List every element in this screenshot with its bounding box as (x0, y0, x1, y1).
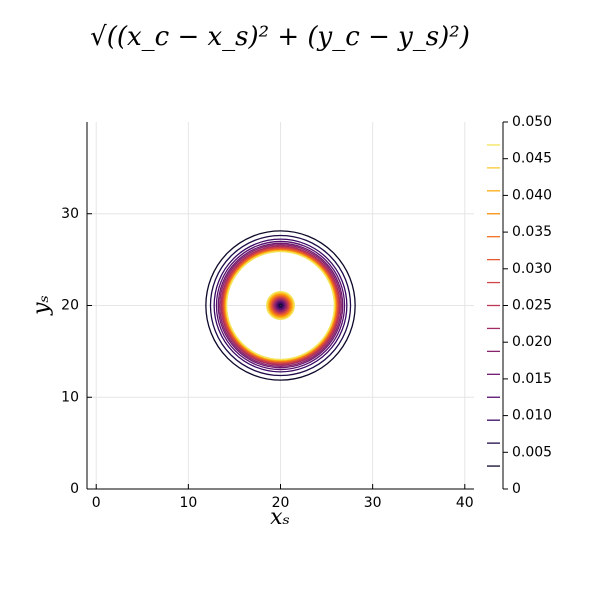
chart-title: √((x_c − x_s)² + (y_c − y_s)²) (90, 22, 470, 52)
contour-line (276, 301, 285, 310)
contour-line (273, 298, 288, 313)
contour-line (215, 240, 346, 371)
contour-line (222, 247, 339, 364)
y-tick-label: 20 (61, 298, 79, 314)
colorbar-tick-label: 0.025 (512, 298, 552, 314)
colorbar-tick-label: 0.030 (512, 261, 552, 277)
contour-line (274, 299, 287, 312)
contour-line (266, 291, 295, 320)
contour-line (217, 242, 344, 369)
x-tick-label: 20 (272, 495, 290, 511)
contour-line (269, 294, 292, 317)
contour-line (278, 303, 283, 308)
contour-line (220, 245, 341, 366)
colorbar-tick-label: 0.035 (512, 224, 552, 240)
y-axis-label: yₛ (29, 295, 54, 316)
colorbar-tick-label: 0.015 (512, 371, 552, 387)
colorbar-tick-label: 0.050 (512, 114, 552, 130)
contour-line (267, 292, 294, 319)
contour-line (209, 234, 352, 377)
colorbar-tick-label: 0.010 (512, 408, 552, 424)
x-tick-label: 0 (92, 495, 101, 511)
y-tick-label: 0 (70, 481, 79, 497)
x-tick-label: 30 (364, 495, 382, 511)
x-tick-label: 10 (179, 495, 197, 511)
colorbar-tick-label: 0.020 (512, 334, 552, 350)
colorbar-tick-label: 0.005 (512, 444, 552, 460)
contour-line (221, 246, 340, 365)
contour-line (266, 291, 295, 320)
contour-line (213, 238, 348, 373)
x-axis-label: xₛ (270, 505, 290, 530)
contour-line (205, 230, 356, 381)
contour-line (272, 297, 289, 314)
contour-line (268, 293, 293, 318)
contour-line (225, 250, 336, 361)
contour-line (223, 248, 338, 363)
contour-line (271, 296, 290, 315)
x-tick-label: 40 (456, 495, 474, 511)
contour-line (219, 244, 342, 367)
y-tick-label: 10 (61, 389, 79, 405)
colorbar-tick-label: 0.045 (512, 151, 552, 167)
colorbar-tick-label: 0.040 (512, 187, 552, 203)
contour-line (275, 300, 286, 311)
contour-line (278, 303, 283, 308)
contour-line (270, 295, 291, 316)
colorbar-tick-label: 0 (512, 481, 521, 497)
y-tick-label: 30 (61, 206, 79, 222)
contour-line (277, 302, 284, 309)
